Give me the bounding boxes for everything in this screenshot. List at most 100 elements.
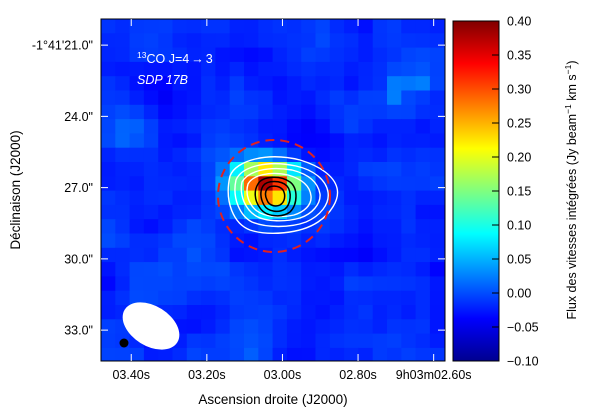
- map-pixel: [172, 47, 188, 63]
- map-pixel: [101, 133, 116, 149]
- map-pixel: [244, 262, 259, 277]
- map-pixel: [244, 247, 259, 263]
- map-pixel: [301, 47, 317, 63]
- colorbar-tick-label: 0.10: [507, 219, 531, 233]
- map-pixel: [186, 190, 202, 206]
- map-pixel: [329, 319, 345, 335]
- map-pixel: [401, 333, 417, 349]
- map-pixel: [387, 119, 402, 134]
- map-pixel: [358, 104, 374, 120]
- map-pixel: [129, 219, 145, 235]
- map-pixel: [201, 162, 216, 177]
- map-pixel: [244, 133, 259, 149]
- y-tick-label: 24.0": [64, 110, 93, 124]
- map-pixel: [244, 333, 259, 349]
- map-pixel: [301, 333, 317, 349]
- map-pixel: [429, 47, 445, 63]
- map-pixel: [344, 262, 359, 277]
- map-pixel: [387, 204, 402, 220]
- map-pixel: [143, 19, 159, 34]
- map-pixel: [372, 204, 388, 220]
- map-pixel: [244, 119, 259, 134]
- small-beam-marker: [119, 338, 129, 348]
- map-pixel: [215, 204, 231, 220]
- map-pixel: [244, 176, 259, 192]
- map-pixel: [186, 305, 202, 320]
- map-pixel: [329, 119, 345, 134]
- map-pixel: [101, 162, 116, 177]
- map-pixel: [372, 90, 388, 106]
- map-pixel: [201, 119, 216, 134]
- map-pixel: [201, 219, 216, 235]
- map-pixel: [143, 262, 159, 277]
- colorbar-tick-label: −0.10: [507, 355, 539, 369]
- map-pixel: [158, 133, 174, 149]
- y-tick-label: -1°41'21.0": [32, 39, 93, 53]
- map-pixel: [272, 176, 288, 192]
- colorbar-tick-label: 0.30: [507, 83, 531, 97]
- map-pixel: [201, 61, 216, 77]
- map-pixel: [201, 147, 216, 163]
- map-pixel: [401, 104, 417, 120]
- map-pixel: [143, 61, 159, 77]
- map-pixel: [415, 305, 431, 320]
- map-pixel: [101, 333, 116, 349]
- map-pixel: [387, 333, 402, 349]
- map-pixel: [415, 19, 431, 34]
- map-pixel: [101, 276, 116, 292]
- map-pixel: [358, 176, 374, 192]
- map-pixel: [401, 47, 417, 63]
- map-pixel: [358, 219, 374, 235]
- map-pixel: [272, 47, 288, 63]
- map-pixel: [115, 276, 131, 292]
- map-pixel: [401, 147, 417, 163]
- map-pixel: [186, 162, 202, 177]
- map-pixel: [129, 262, 145, 277]
- map-pixel: [172, 90, 188, 106]
- map-pixel: [129, 247, 145, 263]
- map-pixel: [115, 147, 131, 163]
- map-pixel: [358, 233, 374, 249]
- map-pixel: [329, 333, 345, 349]
- map-pixel: [329, 104, 345, 120]
- map-pixel: [429, 305, 445, 320]
- map-pixel: [344, 204, 359, 220]
- map-pixel: [415, 333, 431, 349]
- map-pixel: [215, 233, 231, 249]
- map-pixel: [143, 47, 159, 63]
- map-pixel: [143, 147, 159, 163]
- map-pixel: [115, 104, 131, 120]
- map-pixel: [172, 276, 188, 292]
- map-pixel: [415, 119, 431, 134]
- map-pixel: [372, 133, 388, 149]
- map-pixel: [301, 61, 317, 77]
- map-pixel: [158, 76, 174, 92]
- map-pixel: [415, 190, 431, 206]
- map-pixel: [315, 119, 331, 134]
- map-pixel: [329, 47, 345, 63]
- map-pixel: [201, 347, 216, 361]
- map-pixel: [158, 147, 174, 163]
- map-pixel: [101, 190, 116, 206]
- map-pixel: [401, 176, 417, 192]
- map-pixel: [129, 347, 145, 361]
- colorbar-tick-label: 0.35: [507, 49, 531, 63]
- map-pixel: [158, 162, 174, 177]
- map-pixel: [186, 61, 202, 77]
- map-pixel: [272, 290, 288, 306]
- map-pixel: [329, 76, 345, 92]
- map-pixel: [401, 276, 417, 292]
- map-pixel: [115, 19, 131, 34]
- map-pixel: [272, 90, 288, 106]
- map-pixel: [229, 104, 245, 120]
- map-pixel: [358, 305, 374, 320]
- map-pixel: [172, 219, 188, 235]
- map-pixel: [301, 319, 317, 335]
- map-pixel: [258, 76, 274, 92]
- map-pixel: [344, 290, 359, 306]
- map-pixel: [387, 319, 402, 335]
- map-pixel: [301, 305, 317, 320]
- map-pixel: [258, 305, 274, 320]
- map-pixel: [315, 262, 331, 277]
- x-axis-title: Ascension droite (J2000): [198, 392, 347, 407]
